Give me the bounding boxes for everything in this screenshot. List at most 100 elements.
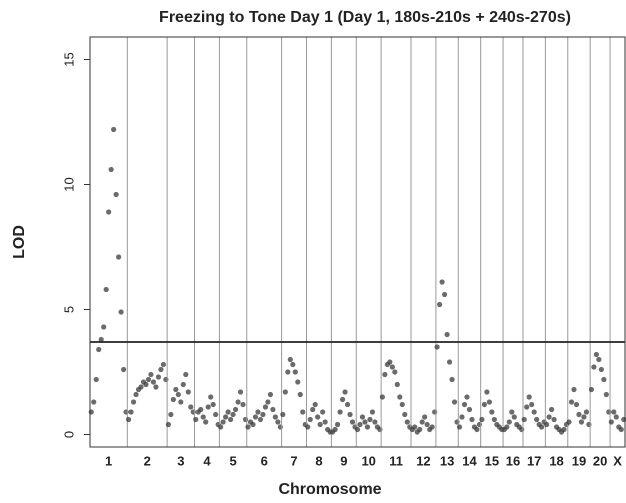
point xyxy=(120,366,127,373)
point xyxy=(218,424,224,430)
point xyxy=(566,419,572,425)
point xyxy=(98,336,104,343)
point xyxy=(133,391,139,398)
point xyxy=(334,421,341,428)
point xyxy=(282,389,288,395)
point xyxy=(165,421,171,428)
point xyxy=(474,426,480,433)
point xyxy=(138,384,144,390)
x-tick-label: 15 xyxy=(485,453,499,468)
point xyxy=(317,421,323,428)
x-tick-label: 3 xyxy=(177,453,184,468)
point xyxy=(461,401,468,408)
point xyxy=(576,411,582,418)
point xyxy=(451,399,458,405)
x-tick-label: X xyxy=(613,453,622,468)
plot-frame xyxy=(89,36,626,448)
point xyxy=(509,409,515,415)
point xyxy=(153,384,159,390)
point xyxy=(581,414,587,420)
x-tick-label: 18 xyxy=(549,453,563,468)
point xyxy=(93,376,99,383)
point xyxy=(603,391,609,398)
point xyxy=(573,401,580,408)
point xyxy=(118,309,124,315)
point xyxy=(312,401,318,408)
point xyxy=(96,346,102,353)
point xyxy=(339,396,346,403)
point xyxy=(310,406,316,413)
point xyxy=(200,414,206,420)
x-tick-label: 11 xyxy=(389,453,403,468)
point xyxy=(446,359,453,365)
point xyxy=(397,394,403,400)
chart-title: Freezing to Tone Day 1 (Day 1, 180s-210s… xyxy=(159,9,571,26)
point xyxy=(150,379,157,385)
point xyxy=(292,369,298,375)
point xyxy=(546,414,552,420)
point xyxy=(242,416,249,423)
point xyxy=(424,421,430,428)
point xyxy=(101,324,107,330)
point xyxy=(434,344,440,350)
point xyxy=(270,406,276,413)
point xyxy=(369,409,376,415)
point xyxy=(354,426,361,433)
point xyxy=(88,409,94,415)
point xyxy=(364,424,371,430)
point xyxy=(145,376,152,383)
point xyxy=(227,416,234,423)
point xyxy=(190,409,196,415)
point xyxy=(332,426,338,433)
point xyxy=(185,389,191,395)
x-tick-label: 13 xyxy=(440,453,454,468)
point xyxy=(449,376,455,383)
point xyxy=(252,414,259,420)
point xyxy=(459,414,465,420)
point xyxy=(534,416,540,423)
point xyxy=(240,401,246,408)
x-tick-label: 12 xyxy=(416,453,430,468)
point xyxy=(439,279,445,285)
point xyxy=(148,371,154,378)
point xyxy=(267,391,274,398)
x-tick-label: 6 xyxy=(261,453,268,468)
point xyxy=(193,416,199,423)
point xyxy=(155,374,162,380)
point xyxy=(529,401,535,408)
point xyxy=(315,414,321,420)
point xyxy=(489,409,495,415)
point xyxy=(255,409,261,415)
point xyxy=(586,421,592,428)
point xyxy=(444,331,450,338)
point xyxy=(437,301,443,308)
point xyxy=(372,419,378,425)
point xyxy=(103,286,109,293)
point xyxy=(382,371,388,378)
point xyxy=(583,409,590,415)
point xyxy=(618,426,624,433)
point xyxy=(320,409,326,415)
point xyxy=(611,409,617,415)
point xyxy=(344,401,351,408)
point xyxy=(486,399,492,405)
point xyxy=(526,394,532,400)
point xyxy=(539,424,545,430)
point xyxy=(613,414,619,420)
x-tick-label: 8 xyxy=(315,453,322,468)
point xyxy=(203,419,209,425)
point xyxy=(544,421,550,428)
point xyxy=(588,386,595,393)
point xyxy=(143,381,149,388)
point xyxy=(596,356,602,363)
point xyxy=(571,386,577,393)
x-tick-label: 2 xyxy=(144,453,151,468)
point xyxy=(106,209,112,215)
point xyxy=(568,399,575,405)
y-axis-label: LOD xyxy=(11,225,28,259)
point xyxy=(287,356,293,363)
point xyxy=(578,419,585,425)
point xyxy=(392,369,398,375)
point xyxy=(342,389,348,395)
